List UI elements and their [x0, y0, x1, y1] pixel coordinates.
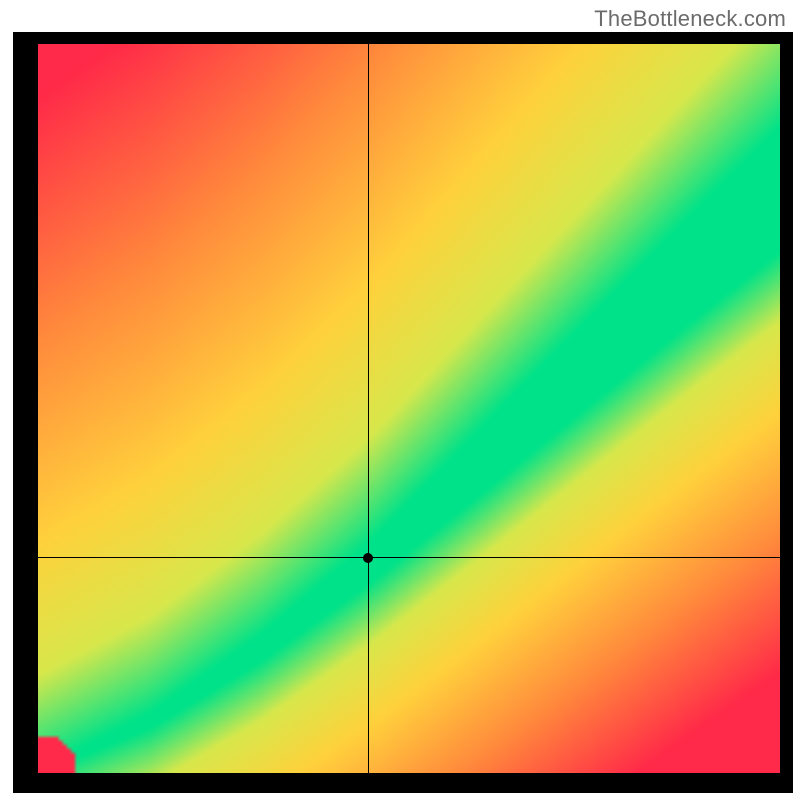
heatmap-plot-area [38, 44, 780, 773]
crosshair-horizontal-line [38, 557, 780, 558]
watermark-text: TheBottleneck.com [594, 6, 786, 32]
heatmap-canvas [38, 44, 780, 773]
crosshair-vertical-line [368, 44, 369, 773]
